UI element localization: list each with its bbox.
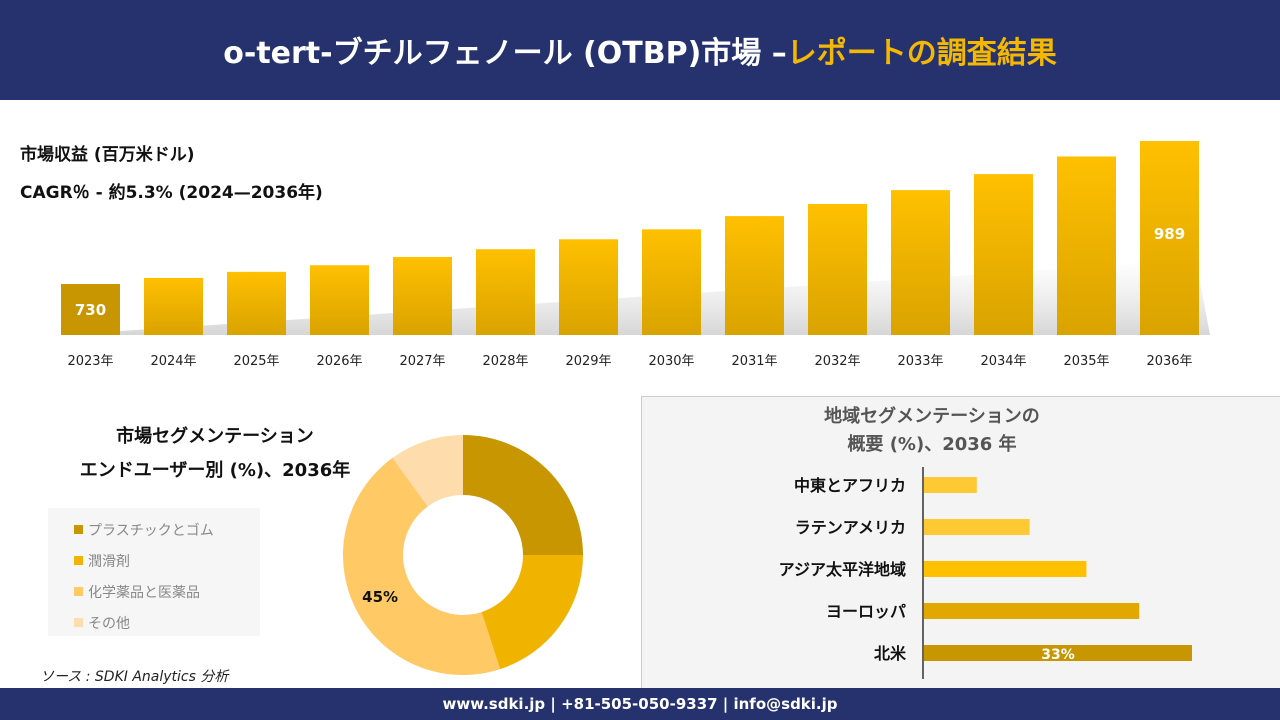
revenue-bar <box>476 249 535 335</box>
revenue-bar <box>808 203 867 335</box>
year-tick-label: 2032年 <box>814 354 860 369</box>
revenue-bar <box>891 190 950 335</box>
year-tick-label: 2030年 <box>648 354 694 369</box>
year-tick-label: 2033年 <box>897 354 943 369</box>
regional-bar <box>924 561 1087 577</box>
year-tick-label: 2025年 <box>233 354 279 369</box>
revenue-bar <box>725 216 784 335</box>
revenue-bar <box>559 239 618 335</box>
regional-bar <box>924 477 977 493</box>
revenue-bar <box>144 277 203 335</box>
year-tick-label: 2031年 <box>731 354 777 369</box>
regional-title-line2: 概要 (%)、2036 年 <box>847 434 1017 455</box>
segment-title: 市場セグメンテーション エンドユーザー別 (%)、2036年 <box>30 420 400 488</box>
year-tick-label: 2035年 <box>1063 354 1109 369</box>
source-note: ソース : SDKI Analytics 分析 <box>40 669 229 685</box>
revenue-label: 市場収益 (百万米ドル) <box>20 145 195 165</box>
revenue-bar <box>227 271 286 335</box>
slice-value-label: 45% <box>362 588 398 606</box>
donut-slice <box>481 555 583 670</box>
legend-swatch <box>74 556 83 565</box>
bar-value-label: 730 <box>75 301 106 319</box>
end-user-donut-chart: 45% <box>342 435 583 675</box>
bar-value-label: 989 <box>1154 225 1185 243</box>
title-accent: レポートの調査結果 <box>786 36 1057 71</box>
year-tick-label: 2034年 <box>980 354 1026 369</box>
revenue-bar <box>310 265 369 335</box>
legend-swatch <box>74 618 83 627</box>
region-label: 北米 <box>874 644 907 663</box>
revenue-bar <box>974 174 1033 335</box>
revenue-bar <box>642 229 701 335</box>
revenue-bar <box>393 256 452 335</box>
legend-swatch <box>74 587 83 596</box>
year-tick-label: 2027年 <box>399 354 445 369</box>
region-label: ヨーロッパ <box>826 602 906 621</box>
year-tick-label: 2024年 <box>150 354 196 369</box>
regional-bar <box>924 645 1192 661</box>
region-label: アジア太平洋地域 <box>779 560 906 579</box>
donut-legend: プラスチックとゴム 潤滑剤化学薬品と医薬品 その他 <box>48 508 260 636</box>
year-tick-label: 2026年 <box>316 354 362 369</box>
year-tick-label: 2036年 <box>1146 354 1192 369</box>
footer-contact: www.sdki.jp | +81-505-050-9337 | info@sd… <box>0 688 1280 720</box>
donut-slice <box>392 435 463 507</box>
regional-bar <box>924 519 1030 535</box>
regional-title: 地域セグメンテーションの 概要 (%)、2036 年 <box>762 403 1102 459</box>
legend-label: 化学薬品と医薬品 <box>88 584 200 601</box>
legend-label: 潤滑剤 <box>88 553 130 570</box>
donut-slice <box>342 457 501 675</box>
donut-slice <box>463 435 583 555</box>
year-tick-label: 2023年 <box>67 354 113 369</box>
legend-item: 化学薬品と医薬品 <box>74 576 260 607</box>
end-user-segmentation-panel: 市場セグメンテーション エンドユーザー別 (%)、2036年 プラスチックとゴム… <box>0 396 640 688</box>
legend-item: 潤滑剤 <box>74 545 260 576</box>
legend-label: プラスチックとゴム <box>88 522 214 539</box>
title-main: o-tert-ブチルフェノール (OTBP)市場 – <box>223 36 787 71</box>
revenue-bar <box>1057 156 1116 335</box>
legend-item: その他 <box>74 607 260 638</box>
region-label: 中東とアフリカ <box>794 476 906 495</box>
revenue-bar <box>61 284 120 335</box>
cagr-label: CAGR％ - 約5.3% (2024—2036年) <box>20 183 323 203</box>
year-tick-label: 2029年 <box>565 354 611 369</box>
regional-title-line1: 地域セグメンテーションの <box>824 406 1040 427</box>
revenue-bar-chart: 2023年 730 2024年 2025年 2026年 2027年 2028年 2029年 20… <box>60 141 1210 369</box>
regional-value-label: 33% <box>1041 647 1075 663</box>
header-banner: o-tert-ブチルフェノール (OTBP)市場 – レポートの調査結果 <box>0 0 1280 100</box>
regional-segmentation-panel: 中東とアフリカ ラテンアメリカアジア太平洋地域ヨーロッパ北米 33% 地域セグメンテ… <box>641 396 1280 688</box>
legend-item: プラスチックとゴム <box>74 514 260 545</box>
regional-bar <box>924 603 1140 619</box>
year-tick-label: 2028年 <box>482 354 528 369</box>
segment-title-line1: 市場セグメンテーション <box>116 426 314 447</box>
legend-swatch <box>74 525 83 534</box>
segment-title-line2: エンドユーザー別 (%)、2036年 <box>79 460 351 481</box>
region-label: ラテンアメリカ <box>795 518 906 537</box>
legend-label: その他 <box>88 615 130 632</box>
revenue-bar <box>1140 141 1199 335</box>
